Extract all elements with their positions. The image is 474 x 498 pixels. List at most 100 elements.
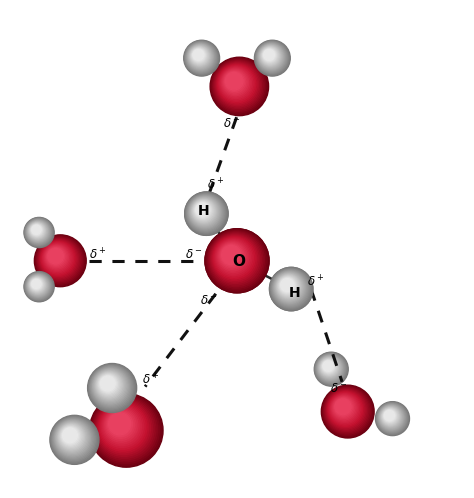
Circle shape: [194, 201, 212, 220]
Circle shape: [276, 273, 302, 300]
Circle shape: [210, 57, 269, 116]
Circle shape: [208, 232, 264, 288]
Circle shape: [318, 356, 342, 379]
Circle shape: [334, 398, 352, 416]
Circle shape: [384, 410, 394, 421]
Circle shape: [38, 239, 80, 280]
Circle shape: [377, 403, 407, 433]
Circle shape: [323, 361, 334, 372]
Circle shape: [262, 47, 278, 64]
Circle shape: [27, 275, 49, 297]
Circle shape: [188, 195, 223, 230]
Circle shape: [27, 221, 48, 242]
Circle shape: [218, 242, 247, 271]
Circle shape: [27, 274, 50, 297]
Circle shape: [98, 402, 149, 453]
Circle shape: [193, 201, 213, 221]
Circle shape: [212, 59, 266, 113]
Circle shape: [52, 417, 95, 461]
Circle shape: [191, 198, 219, 226]
Circle shape: [270, 268, 312, 310]
Circle shape: [185, 42, 217, 73]
Circle shape: [189, 196, 220, 228]
Circle shape: [256, 42, 287, 73]
Circle shape: [24, 218, 54, 248]
Circle shape: [323, 387, 372, 435]
Circle shape: [274, 272, 304, 302]
Circle shape: [190, 46, 209, 66]
Circle shape: [101, 405, 143, 447]
Circle shape: [274, 272, 304, 302]
Circle shape: [196, 203, 209, 216]
Circle shape: [279, 277, 297, 295]
Circle shape: [281, 279, 294, 292]
Circle shape: [63, 428, 77, 443]
Circle shape: [188, 45, 212, 68]
Circle shape: [46, 246, 67, 268]
Circle shape: [30, 223, 45, 238]
Circle shape: [192, 200, 215, 223]
Circle shape: [207, 231, 266, 290]
Circle shape: [185, 192, 228, 236]
Circle shape: [383, 408, 398, 424]
Circle shape: [32, 225, 41, 235]
Circle shape: [104, 408, 138, 442]
Circle shape: [193, 50, 204, 60]
Circle shape: [88, 364, 136, 411]
Circle shape: [189, 196, 222, 229]
Circle shape: [273, 270, 308, 305]
Circle shape: [187, 194, 225, 232]
Circle shape: [41, 242, 75, 275]
Circle shape: [316, 354, 346, 383]
Circle shape: [95, 372, 123, 399]
Circle shape: [260, 46, 281, 66]
Circle shape: [276, 273, 302, 300]
Circle shape: [218, 65, 255, 103]
Circle shape: [376, 403, 408, 434]
Circle shape: [95, 371, 125, 400]
Circle shape: [29, 222, 46, 240]
Circle shape: [107, 411, 134, 438]
Circle shape: [325, 389, 368, 431]
Circle shape: [274, 272, 305, 303]
Circle shape: [35, 236, 85, 285]
Circle shape: [27, 220, 50, 243]
Circle shape: [99, 375, 118, 393]
Circle shape: [278, 276, 298, 296]
Circle shape: [91, 395, 161, 465]
Circle shape: [375, 402, 410, 436]
Circle shape: [383, 409, 397, 423]
Circle shape: [322, 386, 373, 437]
Circle shape: [190, 46, 210, 66]
Circle shape: [31, 279, 42, 289]
Circle shape: [379, 405, 404, 430]
Circle shape: [60, 425, 82, 448]
Circle shape: [261, 47, 279, 65]
Circle shape: [102, 406, 141, 446]
Circle shape: [322, 360, 336, 374]
Circle shape: [58, 424, 84, 450]
Circle shape: [219, 66, 254, 102]
Text: H: H: [198, 204, 210, 218]
Circle shape: [257, 43, 286, 72]
Circle shape: [272, 269, 310, 308]
Circle shape: [46, 247, 66, 266]
Circle shape: [190, 197, 219, 227]
Circle shape: [191, 198, 219, 226]
Circle shape: [259, 45, 283, 68]
Circle shape: [186, 193, 226, 233]
Circle shape: [195, 202, 211, 219]
Circle shape: [382, 408, 399, 425]
Circle shape: [187, 194, 225, 232]
Circle shape: [220, 244, 244, 268]
Circle shape: [57, 422, 87, 452]
Circle shape: [30, 278, 44, 291]
Circle shape: [189, 196, 220, 228]
Circle shape: [96, 400, 152, 456]
Circle shape: [221, 245, 242, 266]
Circle shape: [184, 40, 219, 76]
Circle shape: [222, 246, 241, 264]
Circle shape: [98, 374, 120, 396]
Circle shape: [187, 195, 224, 231]
Circle shape: [378, 404, 405, 431]
